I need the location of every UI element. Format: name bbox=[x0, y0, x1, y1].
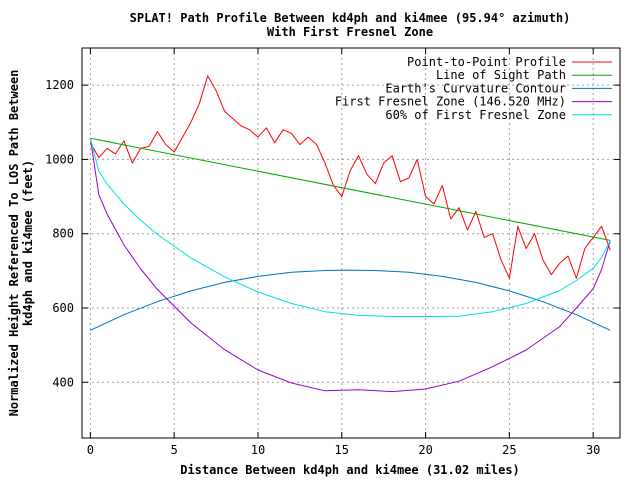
x-tick-label: 25 bbox=[502, 443, 516, 457]
legend-label: Point-to-Point Profile bbox=[407, 55, 566, 69]
y-axis-label-line1: Normalized Height Referenced To LOS Path… bbox=[7, 70, 21, 417]
x-tick-label: 0 bbox=[87, 443, 94, 457]
y-tick-label: 1000 bbox=[45, 152, 74, 166]
series-60-of-first-fresnel-zone-line bbox=[89, 138, 611, 317]
x-tick-label: 15 bbox=[335, 443, 349, 457]
y-tick-label: 600 bbox=[52, 301, 74, 315]
axis-ticks: 0 5 10 15 20 25 30 400 600 800 1000 1200 bbox=[45, 48, 620, 457]
y-tick-label: 1200 bbox=[45, 78, 74, 92]
legend-label: First Fresnel Zone (146.520 MHz) bbox=[335, 95, 566, 109]
grid-lines bbox=[82, 48, 620, 438]
legend-label: Earth's Curvature Contour bbox=[385, 81, 566, 95]
series-earth-s-curvature-contour-line bbox=[90, 269, 611, 331]
y-axis-label-line2: kd4ph and ki4mee (feet) bbox=[21, 160, 35, 326]
series-group bbox=[89, 75, 611, 393]
x-axis-label: Distance Between kd4ph and ki4mee (31.02… bbox=[180, 463, 520, 477]
y-tick-label: 800 bbox=[52, 227, 74, 241]
series-line-of-sight-path-line bbox=[90, 137, 611, 241]
x-tick-label: 20 bbox=[418, 443, 432, 457]
series-first-fresnel-zone-146-520-mhz-line bbox=[89, 138, 611, 393]
chart-subtitle: With First Fresnel Zone bbox=[267, 25, 433, 39]
series-point-to-point-profile-line bbox=[89, 75, 611, 279]
plot-frame bbox=[81, 47, 621, 439]
chart-title: SPLAT! Path Profile Between kd4ph and ki… bbox=[130, 11, 571, 25]
x-tick-label: 30 bbox=[586, 443, 600, 457]
legend-label: Line of Sight Path bbox=[436, 68, 566, 82]
legend-label: 60% of First Fresnel Zone bbox=[385, 108, 566, 122]
x-tick-label: 10 bbox=[251, 443, 265, 457]
x-tick-label: 5 bbox=[171, 443, 178, 457]
y-tick-label: 400 bbox=[52, 375, 74, 389]
